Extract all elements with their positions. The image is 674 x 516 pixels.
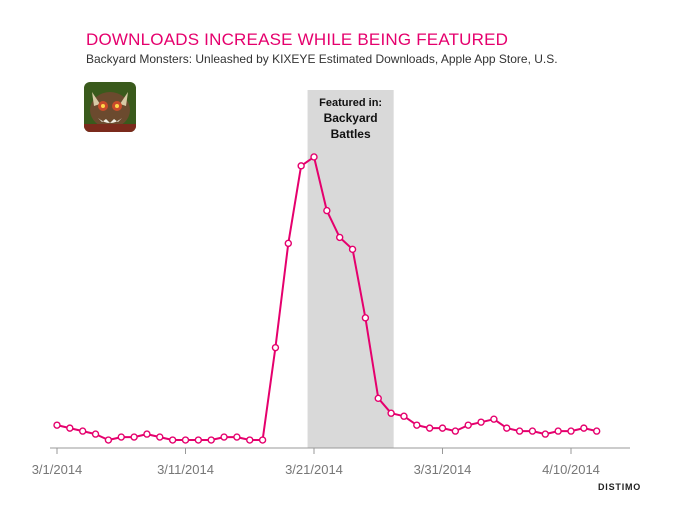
data-point — [220, 433, 228, 441]
data-point — [541, 430, 549, 438]
data-point — [246, 436, 254, 444]
chart-subtitle: Backyard Monsters: Unleashed by KIXEYE E… — [86, 52, 558, 66]
data-point — [117, 433, 125, 441]
data-point — [53, 421, 61, 429]
data-point — [310, 153, 318, 161]
x-tick-label: 3/31/2014 — [414, 462, 472, 477]
x-tick-label: 3/11/2014 — [157, 462, 214, 477]
data-point — [425, 424, 434, 432]
data-point — [104, 436, 113, 444]
data-point — [168, 436, 177, 444]
data-point — [464, 421, 472, 429]
data-point — [528, 427, 537, 435]
featured-annotation-line: Battles — [331, 127, 371, 141]
data-point — [271, 343, 280, 352]
data-point — [323, 206, 331, 215]
x-tick-label: 3/21/2014 — [285, 462, 343, 477]
data-point — [336, 233, 344, 242]
data-point — [207, 436, 215, 444]
distimo-logo: DISTIMO — [598, 482, 642, 492]
data-point — [438, 424, 447, 432]
data-point — [297, 162, 305, 170]
data-point — [143, 430, 151, 438]
data-point — [503, 424, 511, 432]
data-point — [554, 427, 562, 435]
data-point — [490, 415, 498, 423]
data-point — [387, 409, 395, 417]
data-point — [66, 424, 74, 432]
app-icon — [84, 82, 136, 132]
featured-annotation-line: Backyard — [324, 111, 378, 125]
data-point — [361, 314, 370, 322]
featured-annotation-line: Featured in: — [319, 97, 382, 109]
x-tick-label: 3/1/2014 — [32, 462, 83, 477]
data-point — [181, 436, 190, 444]
data-point — [400, 412, 408, 420]
data-point — [194, 436, 203, 444]
data-point — [156, 433, 164, 441]
data-point — [374, 394, 382, 403]
data-point — [284, 239, 292, 248]
data-point — [567, 427, 575, 435]
data-point — [78, 427, 87, 435]
data-point — [130, 433, 138, 441]
data-point — [477, 418, 485, 426]
data-point — [91, 430, 100, 438]
x-tick-label: 4/10/2014 — [542, 462, 600, 477]
data-point — [348, 245, 357, 254]
featured-period-band — [307, 90, 394, 448]
data-point — [233, 433, 241, 441]
data-point — [593, 427, 601, 435]
data-point — [515, 427, 524, 435]
chart-title: DOWNLOADS INCREASE WHILE BEING FEATURED — [86, 30, 509, 49]
data-point — [580, 424, 588, 432]
data-point — [258, 436, 267, 444]
data-point — [451, 427, 460, 435]
data-point — [413, 421, 421, 429]
